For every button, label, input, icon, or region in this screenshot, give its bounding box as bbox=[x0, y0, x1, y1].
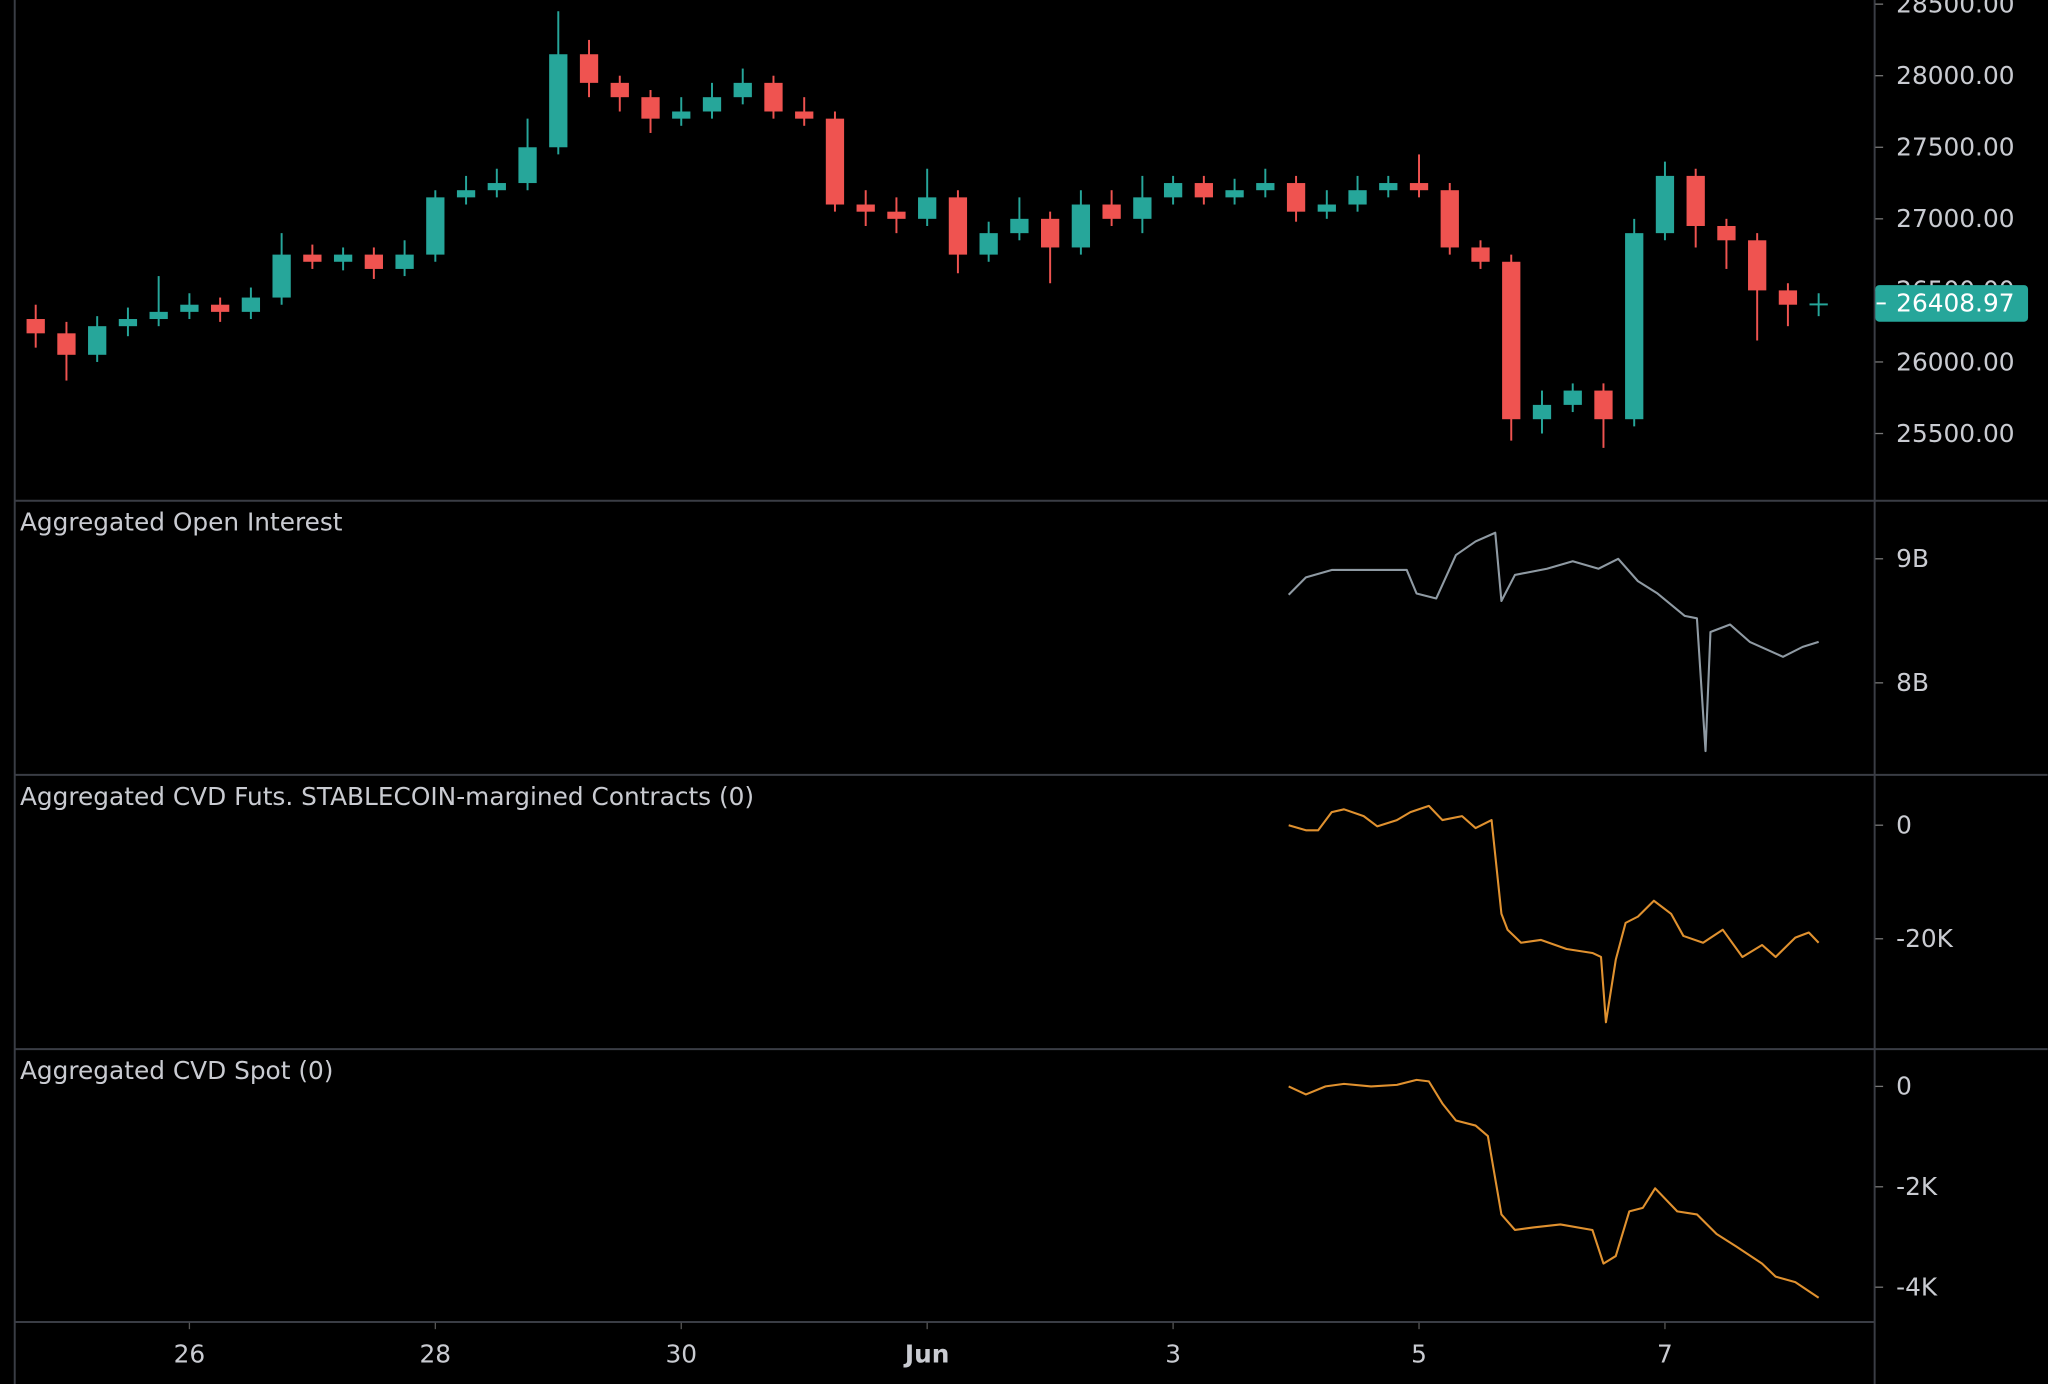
candle-body bbox=[1071, 204, 1091, 248]
candle-body bbox=[918, 197, 937, 219]
pane-title: Aggregated CVD Spot (0) bbox=[20, 1056, 334, 1085]
candle-body bbox=[1440, 190, 1459, 248]
candle-body bbox=[211, 304, 230, 312]
candle-body bbox=[1532, 404, 1552, 420]
candle-body bbox=[1686, 175, 1705, 226]
x-tick-label: 28 bbox=[420, 1339, 452, 1368]
x-tick-label: 7 bbox=[1657, 1339, 1673, 1368]
x-tick-label: 5 bbox=[1411, 1339, 1427, 1368]
candle-body bbox=[1748, 240, 1767, 291]
candle-body bbox=[487, 183, 506, 191]
candle-body bbox=[1194, 183, 1213, 198]
candle-body bbox=[1809, 303, 1828, 306]
candle-body bbox=[702, 97, 722, 112]
candle-body bbox=[733, 82, 752, 98]
candle-body bbox=[1379, 183, 1398, 191]
y-tick-label: 26000.00 bbox=[1896, 347, 2014, 376]
y-tick-label: 27500.00 bbox=[1896, 133, 2014, 162]
y-tick-label: 28500.00 bbox=[1896, 0, 2014, 18]
data-line bbox=[1288, 804, 1820, 1024]
candle-body bbox=[456, 190, 476, 198]
data-line bbox=[1287, 531, 1819, 753]
x-tick-label: 3 bbox=[1165, 1339, 1181, 1368]
data-line bbox=[1288, 1078, 1820, 1299]
candle-body bbox=[795, 111, 814, 119]
candle-body bbox=[1471, 247, 1490, 262]
candle-body bbox=[1778, 290, 1798, 305]
y-tick-label: 27000.00 bbox=[1896, 204, 2014, 233]
candle-body bbox=[579, 54, 599, 83]
candle-body bbox=[88, 326, 107, 355]
x-tick-label: Jun bbox=[903, 1339, 950, 1368]
candle-body bbox=[979, 233, 998, 255]
candle-body bbox=[1102, 204, 1121, 219]
candle-body bbox=[641, 97, 660, 119]
candle-body bbox=[26, 319, 45, 334]
candle-body bbox=[887, 211, 906, 219]
y-tick-label: 8B bbox=[1896, 668, 1929, 697]
candle-body bbox=[1717, 225, 1736, 241]
last-price-tag bbox=[1875, 285, 2029, 322]
candle-body bbox=[1256, 183, 1275, 191]
candle-body bbox=[395, 254, 414, 269]
candle-body bbox=[303, 254, 322, 262]
candle-body bbox=[1409, 183, 1429, 191]
candle-body bbox=[1133, 197, 1152, 219]
candle-body bbox=[241, 297, 261, 312]
x-tick-label: 26 bbox=[174, 1339, 206, 1368]
candle-body bbox=[364, 254, 383, 269]
candle-body bbox=[672, 111, 691, 119]
candle-body bbox=[1563, 390, 1582, 405]
candle-body bbox=[272, 254, 291, 298]
candle-body bbox=[549, 54, 568, 148]
y-tick-label: -20K bbox=[1896, 924, 1954, 953]
candle-body bbox=[1041, 218, 1060, 248]
pane-title: Aggregated CVD Futs. STABLECOIN-margined… bbox=[20, 782, 754, 811]
y-tick-label: 28000.00 bbox=[1896, 61, 2014, 90]
candle-body bbox=[57, 333, 76, 355]
y-tick-label: 0 bbox=[1896, 1072, 1912, 1101]
y-tick-label: -4K bbox=[1896, 1272, 1938, 1301]
candle-body bbox=[1594, 390, 1613, 420]
pane-title: Aggregated Open Interest bbox=[20, 508, 343, 537]
candle-body bbox=[1655, 175, 1675, 234]
candle-body bbox=[1163, 183, 1183, 198]
candle-body bbox=[333, 254, 353, 262]
y-tick-label: -2K bbox=[1896, 1172, 1938, 1201]
candle-body bbox=[1348, 190, 1367, 205]
x-tick-label: 30 bbox=[665, 1339, 697, 1368]
candle-body bbox=[180, 304, 199, 312]
y-tick-label: 25500.00 bbox=[1896, 419, 2014, 448]
candle-body bbox=[1502, 261, 1521, 420]
candle-body bbox=[1625, 233, 1644, 420]
y-tick-label: 0 bbox=[1896, 811, 1912, 840]
candle-body bbox=[1010, 218, 1029, 234]
candle-body bbox=[610, 82, 629, 98]
candle-body bbox=[764, 82, 783, 112]
candle-body bbox=[149, 311, 168, 320]
candle-body bbox=[948, 197, 968, 255]
y-tick-label: 9B bbox=[1896, 544, 1929, 573]
last-price-label: 26408.97 bbox=[1896, 289, 2014, 318]
candle-body bbox=[1286, 183, 1306, 212]
candle-body bbox=[856, 204, 875, 212]
candle-body bbox=[518, 147, 537, 184]
candle-body bbox=[1317, 204, 1336, 212]
candle-body bbox=[825, 118, 845, 205]
candle-body bbox=[426, 197, 445, 255]
candle-body bbox=[118, 319, 138, 327]
candle-body bbox=[1225, 190, 1244, 198]
